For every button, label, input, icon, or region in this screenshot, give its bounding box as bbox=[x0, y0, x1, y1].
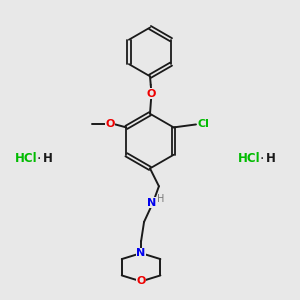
Text: HCl: HCl bbox=[238, 152, 261, 165]
Text: N: N bbox=[136, 248, 146, 258]
Text: H: H bbox=[157, 194, 164, 204]
Text: Cl: Cl bbox=[197, 119, 209, 129]
Text: HCl: HCl bbox=[15, 152, 38, 165]
Text: H: H bbox=[43, 152, 52, 165]
Text: N: N bbox=[147, 198, 156, 208]
Text: O: O bbox=[105, 119, 115, 129]
Text: ·: · bbox=[36, 152, 41, 166]
Text: O: O bbox=[147, 88, 156, 98]
Text: ·: · bbox=[259, 152, 264, 166]
Text: O: O bbox=[136, 276, 146, 286]
Text: H: H bbox=[266, 152, 275, 165]
